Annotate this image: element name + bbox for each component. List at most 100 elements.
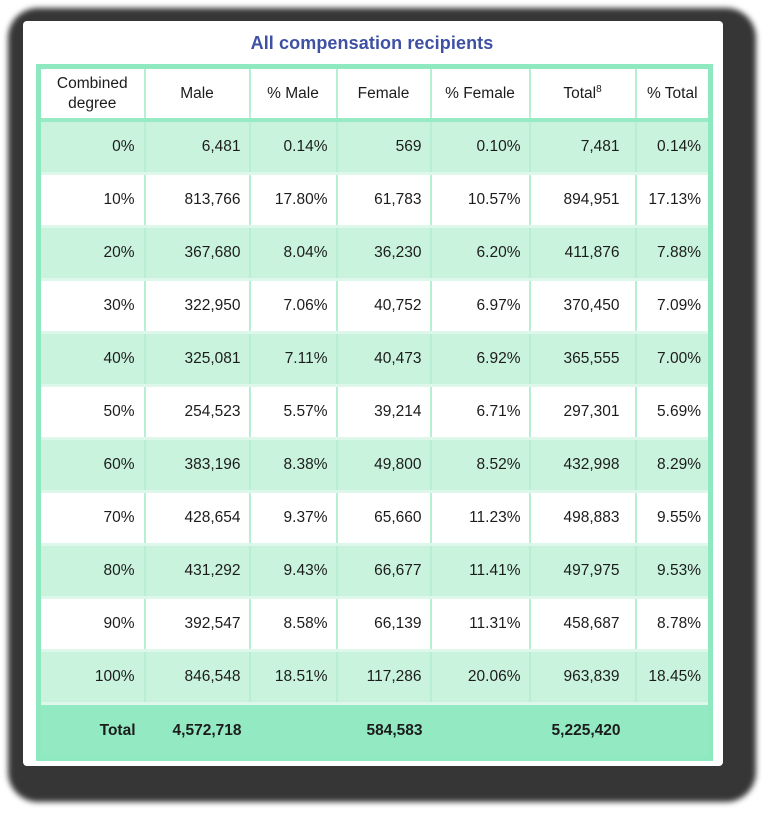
table-row: 90% 392,547 8.58% 66,139 11.31% 458,687 8.78% <box>38 597 711 652</box>
data-cell: 7.88% <box>635 226 711 281</box>
row-label-cell: 40% <box>38 332 146 387</box>
data-cell: 367,680 <box>144 226 251 281</box>
data-cell: 411,876 <box>529 226 637 281</box>
table-row: 50% 254,523 5.57% 39,214 6.71% 297,301 5.69% <box>38 385 711 440</box>
data-cell: 8.52% <box>430 438 531 493</box>
data-cell: 325,081 <box>144 332 251 387</box>
table-row: 0% 6,481 0.14% 569 0.10% 7,481 0.14% <box>38 120 711 175</box>
data-cell: 11.31% <box>430 597 531 652</box>
data-cell: 5.69% <box>635 385 711 440</box>
row-label-cell: 10% <box>38 173 146 228</box>
table-row: 10% 813,766 17.80% 61,783 10.57% 894,951 17.13… <box>38 173 711 228</box>
row-label-cell: 90% <box>38 597 146 652</box>
data-cell: 254,523 <box>144 385 251 440</box>
data-cell: 65,660 <box>336 491 432 546</box>
table-row: 80% 431,292 9.43% 66,677 11.41% 497,975 9.53% <box>38 544 711 599</box>
data-cell: 6,481 <box>144 120 251 175</box>
data-cell: 383,196 <box>144 438 251 493</box>
data-cell: 322,950 <box>144 279 251 334</box>
total-value-cell: 5,225,420 <box>529 702 636 759</box>
data-cell: 5.57% <box>249 385 338 440</box>
row-label-cell: 30% <box>38 279 146 334</box>
data-cell: 0.10% <box>430 120 531 175</box>
total-value-cell: 4,572,718 <box>144 702 250 759</box>
table-row: 60% 383,196 8.38% 49,800 8.52% 432,998 8.29% <box>38 438 711 493</box>
data-cell: 9.53% <box>635 544 711 599</box>
column-header-female: % Female <box>430 66 531 122</box>
page-title: All compensation recipients <box>250 33 494 53</box>
data-cell: 8.04% <box>249 226 338 281</box>
data-cell: 7.11% <box>249 332 338 387</box>
data-cell: 9.55% <box>635 491 711 546</box>
table-body: 0% 6,481 0.14% 569 0.10% 7,481 0.14% 10% 813,766… <box>38 120 711 705</box>
data-cell: 813,766 <box>144 173 251 228</box>
data-cell: 6.71% <box>430 385 531 440</box>
column-header-male: Male <box>144 66 251 122</box>
data-cell: 6.97% <box>430 279 531 334</box>
column-header-female: Female <box>336 66 432 122</box>
table-row: 30% 322,950 7.06% 40,752 6.97% 370,450 7.09% <box>38 279 711 334</box>
table-footer: Total 4,572,718 584,583 5,225,420 <box>38 702 711 759</box>
data-cell: 17.80% <box>249 173 338 228</box>
total-value-cell <box>635 702 711 759</box>
header-row: Combined degree Male% Male Female% Female T… <box>38 66 711 122</box>
data-cell: 18.45% <box>635 650 711 705</box>
data-cell: 297,301 <box>529 385 637 440</box>
row-label-cell: 20% <box>38 226 146 281</box>
column-header-male: % Male <box>249 66 338 122</box>
data-cell: 569 <box>336 120 432 175</box>
data-cell: 7.00% <box>635 332 711 387</box>
data-cell: 9.37% <box>249 491 338 546</box>
data-cell: 0.14% <box>249 120 338 175</box>
data-cell: 40,473 <box>336 332 432 387</box>
row-label-cell: 50% <box>38 385 146 440</box>
column-header-total: % Total <box>635 66 711 122</box>
data-cell: 8.38% <box>249 438 338 493</box>
total-value-cell <box>249 702 337 759</box>
row-label-cell: 60% <box>38 438 146 493</box>
data-cell: 428,654 <box>144 491 251 546</box>
data-cell: 497,975 <box>529 544 637 599</box>
data-cell: 39,214 <box>336 385 432 440</box>
data-cell: 458,687 <box>529 597 637 652</box>
data-cell: 36,230 <box>336 226 432 281</box>
column-header-total: Total8 <box>529 66 637 122</box>
data-cell: 40,752 <box>336 279 432 334</box>
content-panel: All compensation recipients Combined deg… <box>23 21 723 766</box>
data-cell: 10.57% <box>430 173 531 228</box>
data-cell: 7.06% <box>249 279 338 334</box>
data-cell: 11.41% <box>430 544 531 599</box>
row-label-cell: 100% <box>38 650 146 705</box>
data-cell: 17.13% <box>635 173 711 228</box>
data-cell: 0.14% <box>635 120 711 175</box>
data-cell: 117,286 <box>336 650 432 705</box>
data-cell: 66,677 <box>336 544 432 599</box>
data-cell: 370,450 <box>529 279 637 334</box>
total-row: Total 4,572,718 584,583 5,225,420 <box>38 702 711 759</box>
data-cell: 61,783 <box>336 173 432 228</box>
column-header-combined-degree: Combined degree <box>38 66 146 122</box>
data-cell: 18.51% <box>249 650 338 705</box>
data-cell: 20.06% <box>430 650 531 705</box>
table-row: 40% 325,081 7.11% 40,473 6.92% 365,555 7.00% <box>38 332 711 387</box>
data-cell: 6.92% <box>430 332 531 387</box>
row-label-cell: 80% <box>38 544 146 599</box>
data-cell: 894,951 <box>529 173 637 228</box>
compensation-table: Combined degree Male% Male Female% Female T… <box>36 64 713 761</box>
data-cell: 11.23% <box>430 491 531 546</box>
table-row: 70% 428,654 9.37% 65,660 11.23% 498,883 9.55% <box>38 491 711 546</box>
table-header: Combined degree Male% Male Female% Female T… <box>38 66 711 122</box>
data-cell: 846,548 <box>144 650 251 705</box>
data-cell: 7,481 <box>529 120 637 175</box>
data-cell: 432,998 <box>529 438 637 493</box>
data-cell: 8.29% <box>635 438 711 493</box>
data-cell: 66,139 <box>336 597 432 652</box>
row-label-cell: 0% <box>38 120 146 175</box>
table-row: 20% 367,680 8.04% 36,230 6.20% 411,876 7.88% <box>38 226 711 281</box>
total-value-cell: 584,583 <box>336 702 431 759</box>
data-cell: 8.78% <box>635 597 711 652</box>
data-cell: 6.20% <box>430 226 531 281</box>
footnote-marker: 8 <box>596 83 602 95</box>
data-cell: 365,555 <box>529 332 637 387</box>
